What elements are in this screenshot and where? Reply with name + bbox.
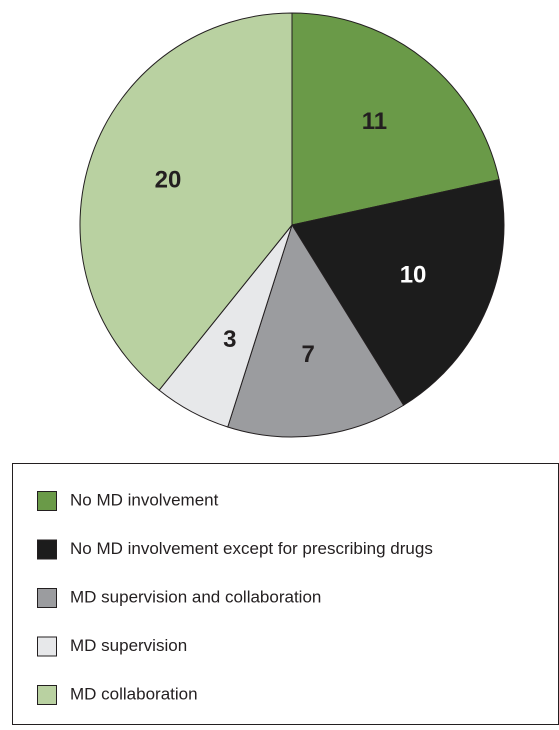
slice-label: 20 xyxy=(155,167,182,194)
slice-label: 7 xyxy=(301,341,314,368)
legend-label: MD supervision and collaboration xyxy=(70,587,321,606)
legend-swatch xyxy=(37,685,57,705)
legend-label: MD collaboration xyxy=(70,684,198,703)
slice-label: 3 xyxy=(223,326,236,353)
legend-swatch xyxy=(37,636,57,657)
legend-label: No MD involvement xyxy=(70,490,219,509)
legend-swatch xyxy=(37,539,57,560)
pie-slice xyxy=(79,12,293,391)
pie-slice xyxy=(291,12,500,226)
pie-slice xyxy=(227,223,405,438)
slice-label: 11 xyxy=(362,108,387,135)
legend-swatch xyxy=(37,491,57,511)
legend-label: No MD involvement except for prescribing… xyxy=(70,539,433,558)
slice-label: 10 xyxy=(400,262,427,289)
legend-label: MD supervision xyxy=(70,636,187,655)
legend-swatch xyxy=(37,588,57,608)
pie-slice xyxy=(291,179,505,406)
